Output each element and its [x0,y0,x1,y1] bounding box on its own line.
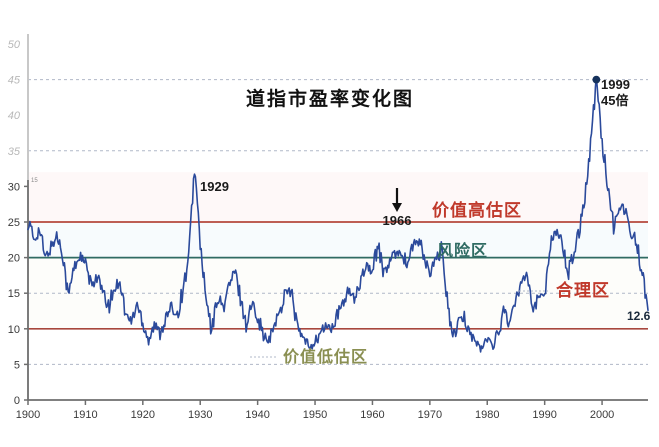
x-tick-label-1930: 1930 [188,409,212,421]
y-tick-label-35: 35 [8,146,21,158]
zone-label-risk: 风险区 [437,241,488,260]
annotation-1999-label: 1999 [601,77,630,92]
y-tick-label-5: 5 [14,359,20,371]
chart-title: 道指市盈率变化图 [246,87,414,110]
annotation-1999-group: 1999 45倍 [601,77,630,108]
annotation-1929-label: 1929 [200,179,229,194]
y-tick-label-30: 30 [8,181,20,193]
x-tick-label-1910: 1910 [73,409,97,421]
y-tick-label-45: 45 [8,75,21,87]
y-tick-label-25: 25 [8,217,20,229]
y-tick-label-10: 10 [8,324,20,336]
x-tick-label-1970: 1970 [418,409,442,421]
y-tick-label-0: 0 [14,395,20,407]
annotation-final-value: 12.6 [627,309,651,323]
y-tick-label-40: 40 [8,110,21,122]
x-tick-label-1920: 1920 [131,409,155,421]
x-tick-label-1900: 1900 [16,409,40,421]
zone-label-reasonable: 合理区 [556,280,610,301]
y-axis-micro-tick-label: 15 [31,178,38,184]
data-series-group [27,75,649,353]
x-tick-label-1980: 1980 [475,409,499,421]
zone-label-undervalued: 价值低估区 [283,347,368,366]
x-axis-ticks: 1900 1910 1920 1930 1940 1950 1960 1970 1980 1990… [16,400,614,421]
x-tick-label-1990: 1990 [532,409,556,421]
x-tick-label-2000: 2000 [590,409,614,421]
zone-label-overvalued: 价值高估区 [432,200,522,221]
annotation-1999-multiple-label: 45倍 [601,93,628,108]
x-tick-label-1960: 1960 [360,409,384,421]
peak-marker-1999 [592,75,601,84]
reference-lines [28,221,648,330]
y-tick-label-50: 50 [8,39,21,51]
y-axis-ticks: 0 5 10 15 20 25 30 35 40 45 50 [8,39,28,407]
y-tick-label-20: 20 [8,253,20,265]
x-tick-label-1940: 1940 [245,409,269,421]
annotation-1966-label: 1966 [383,213,412,228]
series-line-pe-ratio [27,76,649,353]
down-arrow-head-icon [392,203,402,212]
zone-fills [28,172,648,329]
y-tick-label-15: 15 [8,288,20,300]
x-tick-label-1950: 1950 [303,409,327,421]
annotation-1966-group: 1966 [383,188,412,228]
